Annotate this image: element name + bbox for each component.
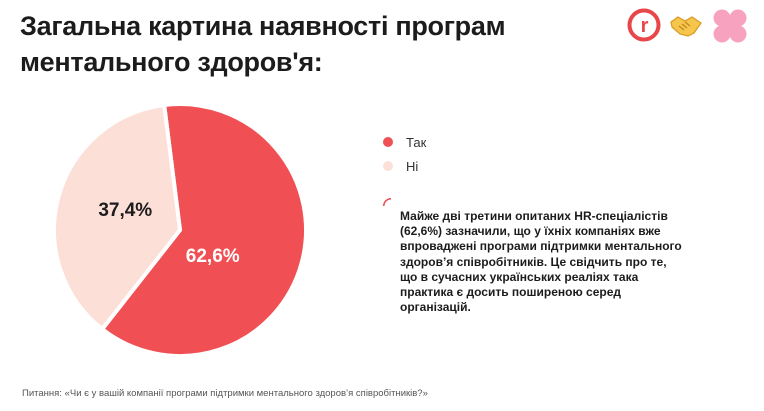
pie-slice-no — [52, 102, 182, 332]
r-logo-icon: r — [627, 8, 661, 42]
question-footnote: Питання: «Чи є у вашій компанії програми… — [22, 388, 428, 399]
callout-text: Майже дві третини опитаних HR-спеціаліст… — [400, 209, 682, 315]
page-title: Загальна картина наявності програм мента… — [20, 11, 506, 77]
pie-slice-yes — [100, 102, 308, 358]
legend-swatch-yes — [383, 137, 393, 147]
legend-label-no: Ні — [406, 158, 419, 174]
clover-icon — [713, 9, 747, 43]
insight-callout: Майже дві третини опитаних HR-спеціаліст… — [383, 198, 687, 314]
callout-border — [383, 198, 687, 310]
legend-swatch-no — [383, 161, 393, 171]
legend-label-yes: Так — [406, 134, 427, 150]
legend-item-yes: Так — [383, 130, 426, 154]
pie-chart: 62,6% 37,4% — [52, 102, 308, 358]
r-logo-letter: r — [641, 15, 649, 37]
logo-group: r — [627, 8, 757, 48]
legend-item-no: Ні — [383, 154, 426, 178]
handshake-icon — [670, 16, 702, 37]
pie-label-no: 37,4% — [98, 200, 152, 221]
chart-legend: Так Ні — [383, 130, 426, 178]
pie-label-yes: 62,6% — [186, 246, 240, 267]
